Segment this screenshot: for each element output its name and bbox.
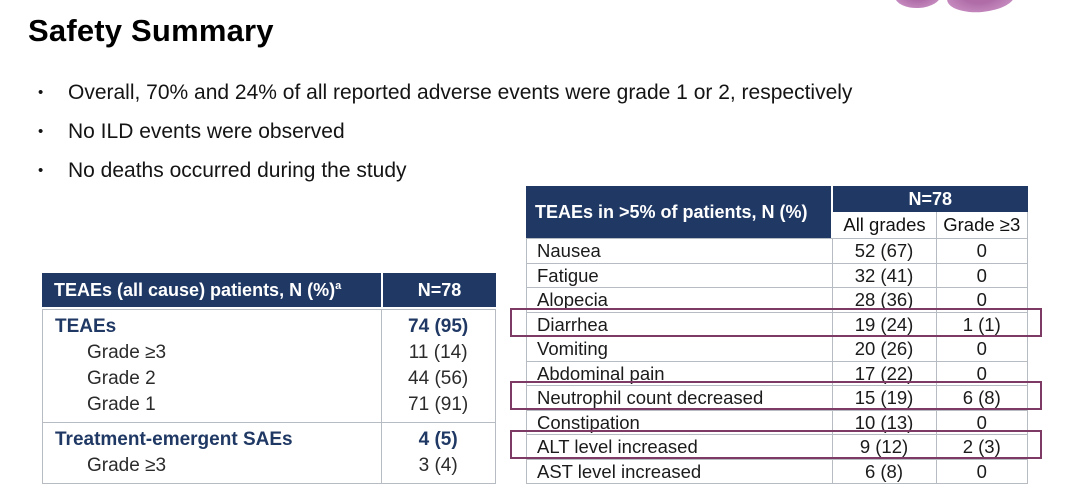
- cell-all-grades: 52 (67): [833, 239, 937, 263]
- table-row: Vomiting 20 (26) 0: [527, 336, 1027, 361]
- table-row-highlighted: Neutrophil count decreased 15 (19) 6 (8): [527, 385, 1027, 410]
- subheader-grade-ge3: Grade ≥3: [943, 214, 1021, 235]
- list-item: • No deaths occurred during the study: [38, 158, 1048, 183]
- header-cell-n: N=78: [381, 273, 496, 307]
- cell-grade-ge3: 0: [976, 411, 987, 433]
- cell-grade-ge3: 0: [976, 362, 987, 384]
- table-row: Alopecia 28 (36) 0: [527, 287, 1027, 312]
- row-label: Constipation: [527, 410, 833, 434]
- row-label: AST level increased: [527, 459, 833, 483]
- cell-all-grades: 9 (12): [833, 435, 937, 459]
- cell-grade-ge3: 0: [976, 338, 987, 359]
- list-item: • Overall, 70% and 24% of all reported a…: [38, 80, 1048, 105]
- row-label: Diarrhea: [527, 312, 833, 336]
- petal-left-icon: [894, 0, 942, 10]
- teae-frequency-table: TEAEs in >5% of patients, N (%) N=78 All…: [510, 186, 1042, 484]
- cell-grade-ge3: 0: [976, 264, 987, 286]
- logo-petals-icon: [893, 0, 1017, 16]
- table-row: Grade 2 44 (56): [43, 366, 495, 392]
- bullet-icon: •: [38, 84, 44, 101]
- row-label: Grade 1: [87, 394, 156, 415]
- table-row: Grade ≥3 11 (14): [43, 340, 495, 366]
- table-row: Abdominal pain 17 (22) 0: [527, 360, 1027, 385]
- teae-all-cause-table: TEAEs (all cause) patients, N (%)a N=78 …: [42, 273, 496, 484]
- cell-all-grades: 17 (22): [833, 361, 937, 385]
- table-row: AST level increased 6 (8) 0: [527, 458, 1027, 483]
- cell-all-grades: 20 (26): [833, 337, 937, 361]
- table-row: Grade 1 71 (91): [43, 392, 495, 418]
- cell-grade-ge3: 6 (8): [962, 387, 1001, 408]
- bullet-text: No deaths occurred during the study: [68, 159, 407, 182]
- row-value: 44 (56): [408, 368, 469, 389]
- header-label: TEAEs (all cause) patients, N (%): [54, 280, 336, 300]
- cell-all-grades: 15 (19): [833, 386, 937, 410]
- subheader-all-grades: All grades: [833, 212, 937, 238]
- cell-all-grades: 6 (8): [833, 459, 937, 483]
- table-row: Treatment-emergent SAEs 4 (5): [43, 427, 495, 453]
- row-label: Vomiting: [527, 337, 833, 361]
- cell-all-grades: 19 (24): [833, 312, 937, 336]
- bullet-list: • Overall, 70% and 24% of all reported a…: [38, 80, 1048, 197]
- row-label: Treatment-emergent SAEs: [55, 429, 293, 450]
- row-value: 71 (91): [408, 394, 469, 415]
- bullet-icon: •: [38, 162, 44, 179]
- table-row-highlighted: Diarrhea 19 (24) 1 (1): [527, 311, 1027, 336]
- subheader-row: All grades Grade ≥3: [833, 212, 1028, 238]
- cell-grade-ge3: 0: [976, 240, 987, 261]
- list-item: • No ILD events were observed: [38, 119, 1048, 144]
- table-body: Nausea 52 (67) 0 Fatigue 32 (41) 0 Alope…: [526, 238, 1028, 484]
- footnote-marker: a: [335, 280, 342, 292]
- table-header: TEAEs in >5% of patients, N (%) N=78 All…: [526, 186, 1028, 238]
- table-header: TEAEs (all cause) patients, N (%)a N=78: [42, 273, 496, 307]
- table-section-teaes: TEAEs 74 (95) Grade ≥3 11 (14) Grade 2 4…: [43, 310, 495, 422]
- row-label: Nausea: [527, 239, 833, 263]
- row-label: TEAEs: [55, 316, 117, 337]
- row-label: Grade ≥3: [87, 342, 167, 363]
- table-row: Fatigue 32 (41) 0: [527, 262, 1027, 287]
- row-value: 11 (14): [408, 342, 468, 363]
- cell-all-grades: 10 (13): [833, 410, 937, 434]
- row-value: 74 (95): [408, 316, 469, 337]
- row-value: 3 (4): [418, 455, 458, 476]
- table-row: Nausea 52 (67) 0: [527, 238, 1027, 263]
- table-row: Grade ≥3 3 (4): [43, 453, 495, 479]
- table-section-saes: Treatment-emergent SAEs 4 (5) Grade ≥3 3…: [43, 422, 495, 483]
- header-cell-label: TEAEs (all cause) patients, N (%)a: [42, 273, 381, 307]
- row-label: Alopecia: [527, 288, 833, 312]
- table-row-highlighted: ALT level increased 9 (12) 2 (3): [527, 434, 1027, 459]
- header-cell-title: TEAEs in >5% of patients, N (%): [526, 186, 833, 238]
- row-value: 4 (5): [418, 429, 458, 450]
- bullet-text: Overall, 70% and 24% of all reported adv…: [68, 81, 853, 104]
- table-row: TEAEs 74 (95): [43, 314, 495, 340]
- bullet-icon: •: [38, 123, 44, 140]
- page-title: Safety Summary: [28, 13, 274, 48]
- row-label: Grade ≥3: [87, 455, 167, 476]
- bullet-text: No ILD events were observed: [68, 120, 345, 143]
- cell-grade-ge3: 0: [976, 289, 987, 310]
- row-label: ALT level increased: [527, 435, 833, 459]
- row-label: Fatigue: [527, 263, 833, 287]
- cell-grade-ge3: 0: [976, 460, 987, 482]
- row-label: Grade 2: [87, 368, 156, 389]
- header-right-block: N=78 All grades Grade ≥3: [833, 186, 1028, 238]
- cell-grade-ge3: 1 (1): [962, 313, 1001, 335]
- header-cell-n: N=78: [833, 186, 1028, 212]
- cell-all-grades: 28 (36): [833, 288, 937, 312]
- table-body: TEAEs 74 (95) Grade ≥3 11 (14) Grade 2 4…: [42, 309, 496, 484]
- column-divider: [380, 310, 382, 483]
- cell-all-grades: 32 (41): [833, 263, 937, 287]
- row-label: Abdominal pain: [527, 361, 833, 385]
- petal-right-icon: [945, 0, 1017, 15]
- table-row: Constipation 10 (13) 0: [527, 409, 1027, 434]
- cell-grade-ge3: 2 (3): [962, 436, 1001, 457]
- row-label: Neutrophil count decreased: [527, 386, 833, 410]
